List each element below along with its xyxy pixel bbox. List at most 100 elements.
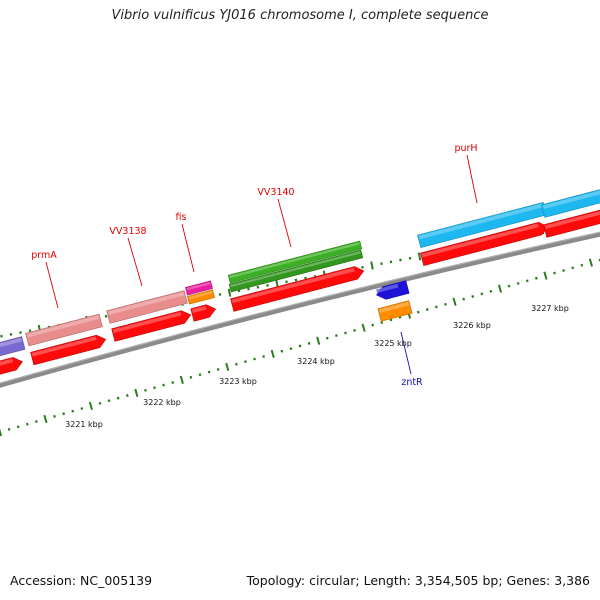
major-tick: [0, 428, 3, 437]
minor-tick: [480, 292, 484, 296]
minor-tick: [107, 399, 111, 403]
major-tick: [227, 288, 232, 297]
major-tick: [179, 375, 184, 384]
leader-line-zntR: [400, 331, 412, 375]
major-tick: [43, 414, 48, 424]
page-title: Vibrio vulnificus YJ016 chromosome I, co…: [111, 8, 489, 23]
gene-label-purH: purH: [454, 143, 477, 154]
gene-cds-left-highlight: [0, 358, 14, 369]
leader-line-fis: [181, 223, 195, 273]
gene-zntR-blue-highlight: [376, 283, 399, 293]
minor-tick: [153, 386, 156, 390]
gene-VV3140-a-highlight: [229, 242, 360, 279]
minor-tick: [462, 297, 466, 301]
minor-tick: [98, 401, 102, 405]
genome-stats-text: Topology: circular; Length: 3,354,505 bp…: [246, 573, 590, 588]
gene-fis-magenta: [185, 280, 213, 296]
minor-tick: [444, 302, 447, 306]
gene-label-fis: fis: [176, 212, 187, 223]
gene-prmA-cds-highlight: [31, 336, 97, 357]
minor-tick: [516, 281, 520, 285]
leader-line-prmA: [45, 261, 59, 309]
scale-label: 3227 kbp: [531, 304, 569, 313]
major-tick: [543, 271, 548, 280]
gene-prmA: [25, 313, 103, 347]
minor-tick: [253, 357, 256, 361]
scale-label: 3224 kbp: [297, 357, 335, 366]
minor-tick: [534, 276, 538, 280]
gene-VV3138-highlight: [107, 291, 185, 316]
minor-tick: [289, 347, 293, 351]
minor-tick: [244, 360, 247, 364]
major-tick: [275, 279, 279, 288]
minor-tick: [334, 334, 338, 338]
gene-zntR-blue: [376, 280, 410, 300]
gene-label-VV3138: VV3138: [109, 226, 146, 237]
minor-tick: [125, 394, 129, 397]
gene-fis-orange-highlight: [188, 291, 213, 300]
minor-tick: [71, 409, 75, 413]
minor-tick: [162, 383, 166, 387]
gene-label-VV3140: VV3140: [257, 187, 294, 198]
major-tick: [270, 349, 275, 358]
scale-label: 3222 kbp: [143, 398, 181, 407]
minor-tick: [34, 420, 38, 424]
minor-tick: [507, 284, 511, 288]
minor-tick: [389, 318, 393, 322]
minor-tick: [580, 263, 584, 267]
gene-VV3138: [106, 290, 188, 324]
gene-VV3140-cds-body: [230, 266, 365, 312]
minor-tick: [434, 305, 438, 309]
major-tick: [225, 362, 230, 371]
gene-fis-orange: [187, 289, 215, 305]
minor-tick: [62, 412, 66, 416]
gene-VV3140-cds-highlight: [231, 267, 355, 304]
major-tick: [452, 297, 457, 306]
accession-text: Accession: NC_005139: [10, 573, 153, 588]
gene-fis-cds-highlight: [191, 305, 207, 313]
minor-tick: [189, 375, 193, 379]
minor-tick: [525, 279, 529, 283]
gene-cds-left: [0, 357, 23, 377]
gene-purH-cds-highlight: [421, 223, 539, 258]
minor-tick: [416, 310, 420, 314]
major-tick: [316, 336, 321, 345]
gene-VV3140-cds: [230, 266, 365, 312]
minor-tick: [571, 266, 575, 270]
major-tick: [134, 388, 139, 398]
minor-tick: [171, 381, 175, 384]
minor-tick: [234, 362, 238, 366]
minor-tick: [198, 373, 202, 377]
minor-tick: [553, 271, 556, 275]
label-leader-lines: [45, 154, 478, 375]
gene-label-zntR: zntR: [401, 377, 423, 388]
gene-zntR-blue-body: [376, 280, 410, 300]
gene-purH-right-highlight: [542, 187, 600, 210]
minor-tick: [471, 295, 475, 298]
leader-line-VV3140: [277, 198, 292, 248]
gene-fis-cds: [190, 304, 217, 322]
gene-VV3138-cds-body: [111, 310, 192, 342]
minor-tick: [307, 341, 311, 345]
minor-tick: [144, 388, 147, 392]
minor-tick: [53, 414, 56, 418]
gene-prmA-highlight: [26, 315, 100, 338]
gene-purH-highlight: [418, 203, 544, 240]
minor-tick: [216, 367, 220, 371]
minor-tick: [344, 331, 347, 335]
minor-tick: [80, 407, 84, 411]
minor-tick: [280, 349, 284, 353]
gene-VV3140-a: [227, 240, 363, 284]
backbone: [0, 231, 600, 388]
gene-prmA-cds: [30, 334, 107, 366]
gene-purH-right-cds-highlight: [544, 209, 600, 230]
gene-VV3140-b: [228, 249, 364, 293]
minor-tick: [325, 336, 329, 340]
gene-cds-left-body: [0, 357, 23, 377]
gene-VV3138-cds: [111, 310, 192, 342]
major-tick: [588, 258, 593, 267]
gene-purple-left-highlight: [0, 337, 22, 351]
scale-label: 3223 kbp: [219, 377, 257, 386]
major-tick: [361, 323, 366, 332]
